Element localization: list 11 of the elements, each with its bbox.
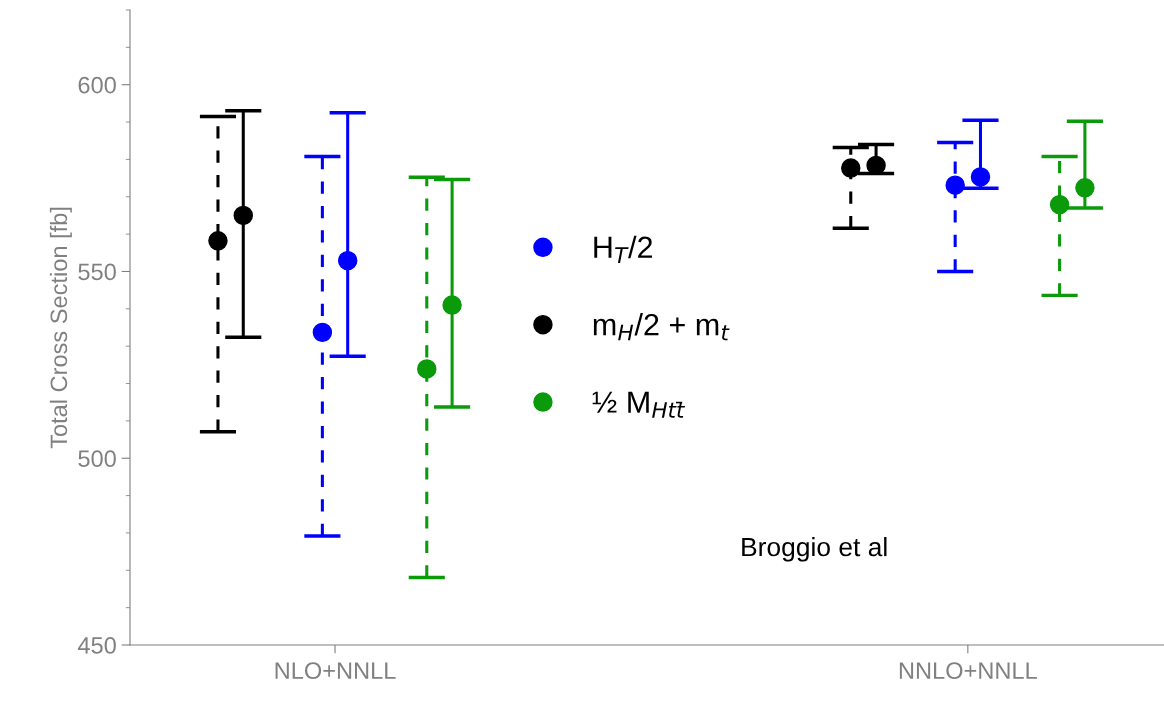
- y-tick-label: 550: [78, 263, 116, 281]
- legend-label: m$_{H}$/2 + m$_{t}$: [593, 313, 730, 341]
- legend-label: H$_{T}$/2: [594, 235, 653, 263]
- x-tick-label: NLO+NNLL: [275, 662, 396, 680]
- y-tick-label: 600: [78, 76, 116, 94]
- annotation: Broggio et al: [742, 536, 887, 562]
- legend-label: ½ M$_{Htt̄}$: [592, 391, 686, 418]
- y-tick-label: 450: [77, 637, 116, 654]
- x-tick-label: NNLO+NNLL: [899, 662, 1037, 680]
- y-tick-label: 500: [78, 450, 116, 468]
- y-axis-title: Total Cross Section [fb]: [49, 207, 72, 449]
